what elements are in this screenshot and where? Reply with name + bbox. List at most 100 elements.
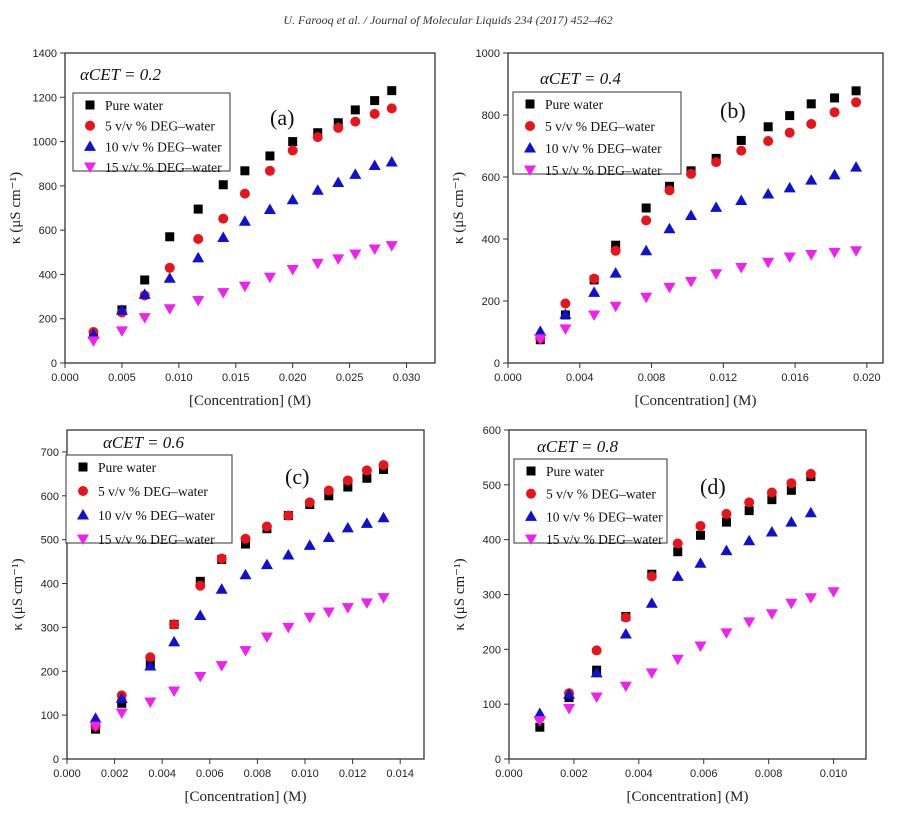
data-point [263,203,276,215]
data-point [263,272,276,284]
data-point [378,460,389,471]
data-point [169,619,180,630]
data-point [805,250,818,261]
legend-marker [525,510,537,521]
legend-label: Pure water [105,98,164,113]
chart-panel-b: 0.000 0.004 0.008 0.012 0.016 0.020 0 200 400 600… [451,48,884,409]
data-point [360,517,373,528]
legend-label: 10 v/v % DEG–water [98,508,215,523]
data-point [619,627,632,639]
data-point [89,712,102,723]
data-point [350,116,361,127]
y-tick-label: 800 [39,181,57,193]
data-point [215,583,228,594]
data-point [743,534,756,546]
data-point [286,265,299,276]
data-point [720,628,733,639]
legend: Pure water 5 v/v % DEG–water 10 v/v % DEG–… [65,454,233,547]
data-point [767,495,777,505]
x-tick-label: 0.010 [165,372,193,384]
data-point [784,127,795,138]
y-axis-label: κ (μS cm⁻¹) [451,172,467,244]
data-point [560,298,571,309]
legend-label: 10 v/v % DEG–water [546,509,663,524]
data-point [217,231,230,242]
x-tick-label: 0.006 [196,768,224,780]
data-point [534,334,547,345]
data-point [590,692,603,704]
y-tick-label: 200 [39,314,57,326]
data-point [588,310,601,321]
x-tick-label: 0.020 [279,372,307,384]
data-point [786,478,797,489]
data-point [711,157,722,168]
data-point [304,497,315,508]
data-point [370,96,380,106]
y-tick-label: 200 [483,644,501,656]
data-point [645,668,658,679]
data-point [685,209,698,220]
data-point [783,181,796,193]
x-tick-label: 0.030 [393,372,421,384]
data-point [646,571,657,582]
data-point [640,292,653,304]
data-point [261,521,272,532]
y-tick-label: 400 [39,269,57,281]
legend-box [513,458,668,544]
x-tick-label: 0.000 [494,372,522,384]
data-point [218,213,229,224]
legend-label: 5 v/v % DEG–water [98,484,208,499]
legend: Pure water 5 v/v % DEG–water 10 v/v % DEG–… [512,91,682,178]
data-point [828,247,841,259]
legend-marker [525,121,535,131]
y-tick-label: 300 [41,622,59,634]
data-point [533,707,546,718]
data-point [763,136,774,147]
alpha-annotation: αCET = 0.8 [537,437,619,456]
y-tick-label: 600 [483,425,501,437]
x-tick-label: 0.008 [244,768,272,780]
x-tick-label: 0.004 [625,768,653,780]
data-point [333,118,343,128]
data-point [192,251,205,263]
data-point [671,570,684,581]
data-point [361,465,372,476]
y-tick-label: 1000 [33,137,57,149]
legend-marker [85,120,95,131]
data-point [559,308,572,319]
y-tick-label: 0 [51,358,57,370]
plot-frame [66,429,425,760]
y-tick-label: 0 [53,754,59,766]
x-tick-label: 0.004 [148,768,176,780]
data-point [663,222,676,234]
legend-box [65,454,233,544]
data-point [117,698,127,708]
data-point [559,324,572,335]
legend-marker [85,100,95,110]
data-point [192,296,205,307]
y-tick-label: 400 [482,234,500,246]
x-tick-label: 0.005 [108,372,136,384]
legend-label: 15 v/v % DEG–water [546,532,663,547]
y-tick-label: 500 [41,535,59,547]
data-point [239,568,252,580]
y-axis-label: κ (μS cm⁻¹) [10,558,26,630]
data-point [535,722,545,732]
data-point [804,506,817,518]
alpha-annotation: αCET = 0.2 [80,65,162,84]
data-point [341,521,354,533]
data-point [311,258,324,270]
x-tick-label: 0.012 [339,768,367,780]
data-point [710,201,723,212]
data-point [685,276,698,288]
legend-marker [524,165,536,176]
x-tick-label: 0.008 [755,768,783,780]
y-tick-label: 1400 [33,48,57,60]
x-tick-label: 0.016 [781,372,809,384]
data-point [323,485,334,496]
y-tick-label: 400 [483,535,501,547]
data-point [806,99,816,109]
data-point [386,103,397,114]
legend-marker [526,466,536,476]
data-point [238,215,251,226]
